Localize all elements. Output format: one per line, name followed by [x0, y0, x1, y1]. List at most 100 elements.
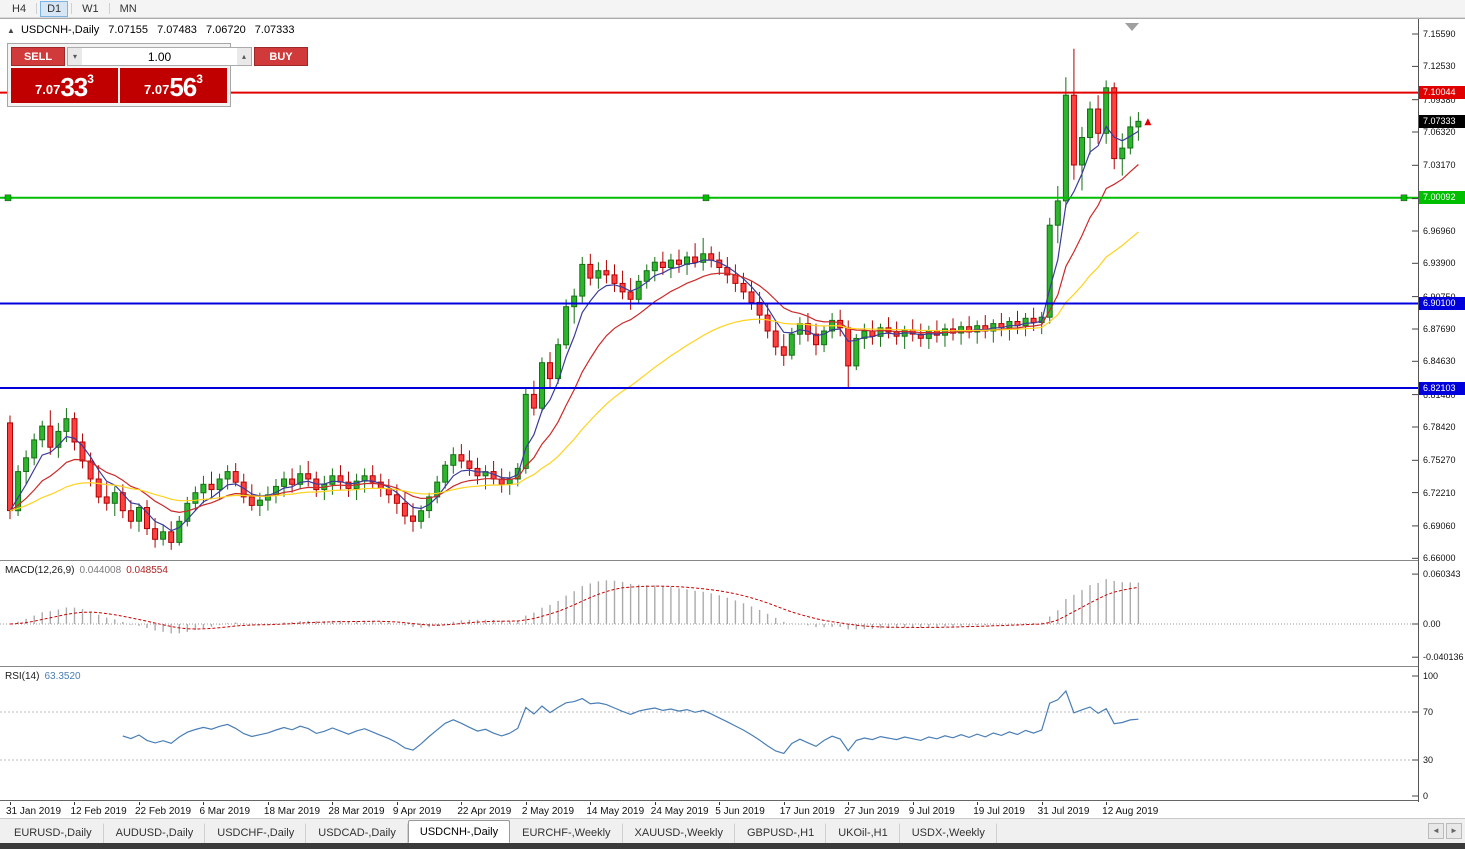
candle-body [547, 362, 553, 380]
volume-input[interactable] [82, 48, 237, 65]
candle-body [192, 492, 199, 504]
toolbar-separator [71, 3, 73, 14]
macd-indicator-pane[interactable]: MACD(12,26,9) 0.044008 0.048554 [0, 562, 1418, 667]
candle-body [79, 441, 86, 462]
candle-body [200, 483, 207, 494]
candle-body [676, 259, 682, 265]
candle-body [530, 393, 537, 409]
date-axis-tick [138, 802, 140, 805]
candle-body [1046, 224, 1053, 318]
timeframe-button-w1[interactable]: W1 [75, 1, 106, 17]
candle-body [667, 259, 674, 269]
macd-axis-tick-label: -0.040136 [1423, 652, 1464, 663]
timeframe-button-h4[interactable]: H4 [5, 1, 33, 17]
candle-body [1103, 87, 1110, 134]
candle-body [466, 460, 473, 469]
candle-body [756, 301, 763, 316]
candle-body [748, 291, 755, 303]
date-axis-label: 6 Mar 2019 [199, 806, 251, 817]
rsi-axis-tick-label: 30 [1423, 755, 1434, 765]
chart-tab-usdcnh-daily[interactable]: USDCNH-,Daily [407, 820, 511, 843]
ohlc-close: 7.07333 [254, 24, 295, 36]
tab-scroll-right-icon[interactable]: ► [1446, 823, 1462, 839]
candle-body [877, 327, 884, 337]
candle-body [603, 270, 610, 276]
date-axis-label: 31 Jan 2019 [6, 806, 62, 817]
date-axis-label: 12 Feb 2019 [70, 806, 127, 817]
candle-body [426, 496, 433, 512]
date-axis-label: 22 Feb 2019 [134, 806, 192, 817]
buy-button[interactable]: BUY [254, 47, 308, 66]
chart-tab-ukoil-h1[interactable]: UKOil-,H1 [826, 823, 900, 843]
price-chart-canvas[interactable] [0, 19, 1418, 561]
date-axis-label: 31 Jul 2019 [1037, 806, 1090, 817]
candle-body [15, 471, 22, 512]
toolbar-separator [36, 3, 38, 14]
candle-body [39, 425, 46, 441]
date-axis[interactable]: 31 Jan 2019 12 Feb 2019 22 Feb 2019 6 Mar 2… [0, 802, 1418, 819]
price-axis-tick-label: 6.72210 [1423, 487, 1456, 498]
candle-body [845, 327, 852, 367]
tick-direction-arrow [1144, 118, 1152, 126]
candle-body [764, 314, 771, 332]
date-axis-label: 14 May 2019 [586, 806, 645, 817]
chart-tab-usdcad-daily[interactable]: USDCAD-,Daily [306, 823, 408, 843]
candle-body [587, 263, 594, 279]
volume-decrease-button[interactable]: ▾ [68, 48, 82, 65]
price-axis-tick-label: 7.12530 [1423, 61, 1456, 72]
date-axis-tick [1041, 802, 1043, 805]
chart-tab-eurusd-daily[interactable]: EURUSD-,Daily [2, 823, 104, 843]
candle-body [1030, 317, 1037, 323]
sell-button[interactable]: SELL [11, 47, 65, 66]
candle-body [708, 253, 715, 261]
sell-price-display[interactable]: 7.07 33 3 [11, 68, 118, 103]
candle-body [55, 430, 62, 448]
date-axis-label: 9 Jul 2019 [908, 806, 955, 817]
macd-value-signal: 0.048554 [126, 565, 168, 576]
macd-axis-tick-label: 0.060343 [1423, 569, 1461, 580]
macd-value-main: 0.044008 [79, 565, 122, 576]
candle-body [442, 464, 449, 483]
price-scale[interactable]: 7.15590 7.12530 7.09380 7.06320 7.03170 7.000… [1418, 19, 1465, 802]
price-axis-tick-label: 6.93900 [1423, 258, 1456, 269]
collapse-trade-panel-icon[interactable]: ▲ [7, 26, 15, 35]
price-line-label: 6.90100 [1419, 296, 1465, 310]
taskbar-strip [0, 843, 1465, 849]
date-axis-label: 9 Apr 2019 [392, 806, 442, 817]
candle-body [71, 418, 78, 443]
tab-scroll-left-icon[interactable]: ◄ [1428, 823, 1444, 839]
chart-tab-usdchf-daily[interactable]: USDCHF-,Daily [205, 823, 307, 843]
chart-tab-usdx-weekly[interactable]: USDX-,Weekly [900, 823, 997, 843]
candle-body [144, 507, 150, 530]
sell-price-prefix: 7.07 [35, 82, 61, 97]
chart-tab-audusd-daily[interactable]: AUDUSD-,Daily [104, 823, 206, 843]
candle-body [643, 270, 650, 282]
rsi-indicator-pane[interactable]: RSI(14) 63.3520 [0, 668, 1418, 801]
volume-increase-button[interactable]: ▴ [237, 48, 251, 65]
price-line-label: 7.00092 [1419, 191, 1465, 205]
price-chart-pane[interactable]: ▲ USDCNH-,Daily 7.07155 7.07483 7.06720 … [0, 19, 1418, 561]
candle-body [1087, 108, 1093, 138]
chart-tab-eurchf-weekly[interactable]: EURCHF-,Weekly [510, 823, 623, 843]
candle-body [168, 531, 175, 543]
date-axis-label: 22 Apr 2019 [457, 806, 512, 817]
price-axis-tick-label: 7.09380 [1423, 94, 1456, 105]
candle-body [208, 483, 215, 491]
chart-tab-bar: EURUSD-,Daily AUDUSD-,Daily USDCHF-,Daily U… [0, 818, 1465, 843]
candle-body [1119, 147, 1126, 160]
candle-body [627, 291, 634, 300]
chart-tab-xauusd-weekly[interactable]: XAUUSD-,Weekly [623, 823, 735, 843]
candle-body [869, 330, 876, 337]
candle-body [401, 502, 408, 517]
ohlc-low: 7.06720 [205, 24, 246, 36]
date-axis-tick [977, 802, 979, 805]
chart-tab-gbpusd-h1[interactable]: GBPUSD-,H1 [735, 823, 827, 843]
date-axis-tick [848, 802, 850, 805]
price-axis-tick-label: 6.75270 [1423, 455, 1456, 466]
candle-body [595, 270, 602, 279]
date-axis-tick [10, 802, 11, 805]
timeframe-button-d1[interactable]: D1 [40, 0, 69, 17]
buy-price-display[interactable]: 7.07 56 3 [120, 68, 227, 103]
line-selection-handle [1400, 194, 1408, 202]
timeframe-button-mn[interactable]: MN [113, 1, 144, 17]
